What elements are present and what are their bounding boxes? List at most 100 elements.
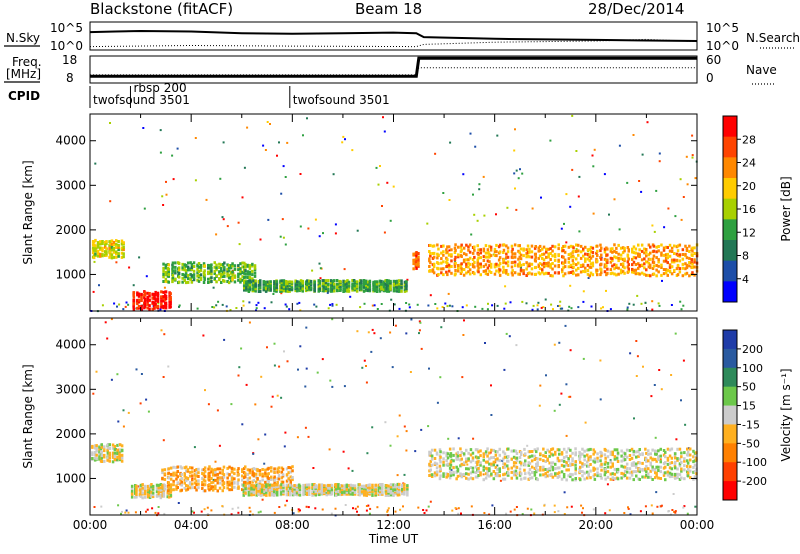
feature-cell — [588, 253, 591, 257]
feature-cell — [215, 266, 218, 270]
feature-cell — [536, 478, 539, 482]
feature-cell — [586, 464, 589, 468]
scatter-point — [420, 428, 423, 431]
scatter-point — [157, 302, 160, 305]
feature-cell — [541, 253, 544, 256]
scatter-point — [122, 308, 125, 311]
feature-cell — [457, 255, 460, 259]
scatter-point — [499, 479, 502, 482]
feature-cell — [538, 262, 542, 266]
feature-cell — [644, 475, 647, 479]
feature-cell — [545, 247, 548, 251]
scatter-point — [127, 511, 130, 514]
scatter-point — [284, 431, 287, 434]
feature-cell — [589, 447, 592, 451]
feature-cell — [155, 493, 159, 497]
feature-cell — [172, 479, 175, 483]
feature-cell — [144, 492, 147, 496]
scatter-point — [379, 165, 381, 167]
feature-cell — [103, 449, 106, 453]
feature-cell — [571, 463, 574, 467]
feature-cell — [603, 263, 607, 267]
feature-cell — [415, 254, 418, 258]
scatter-point — [553, 511, 556, 514]
scatter-point — [116, 373, 119, 376]
feature-cell — [477, 456, 480, 460]
feature-cell — [262, 288, 265, 291]
feature-cell — [148, 292, 151, 295]
feature-cell — [634, 247, 638, 251]
feature-cell — [353, 280, 357, 284]
feature-cell — [673, 258, 676, 262]
feature-cell — [471, 451, 475, 455]
feature-cell — [330, 288, 333, 291]
feature-cell — [525, 252, 528, 256]
scatter-point — [193, 511, 195, 514]
feature-cell — [435, 473, 439, 477]
feature-cell — [579, 469, 582, 473]
feature-cell — [505, 256, 508, 260]
scatter-point — [305, 367, 308, 370]
feature-cell — [298, 484, 302, 488]
feature-cell — [392, 487, 395, 491]
scatter-point — [405, 302, 408, 304]
scatter-point — [390, 298, 393, 301]
scatter-point — [505, 512, 508, 515]
scatter-point — [557, 305, 559, 307]
feature-cell — [373, 282, 377, 286]
feature-cell — [634, 256, 638, 260]
feature-cell — [479, 449, 482, 453]
feature-cell — [203, 475, 207, 479]
feature-cell — [349, 486, 353, 489]
feature-cell — [203, 264, 206, 268]
nsearch-tick-high: 10^5 — [706, 21, 739, 35]
feature-cell — [649, 245, 652, 249]
feature-cell — [445, 248, 448, 252]
feature-cell — [549, 252, 552, 255]
scatter-point — [526, 444, 529, 447]
feature-cell — [664, 461, 667, 465]
feature-cell — [181, 280, 184, 284]
feature-cell — [117, 252, 120, 256]
feature-cell — [565, 478, 568, 482]
feature-cell — [536, 457, 539, 461]
feature-cell — [641, 475, 644, 479]
feature-cell — [587, 458, 590, 462]
freq-tick-high: 18 — [62, 53, 77, 67]
feature-cell — [606, 475, 610, 479]
feature-cell — [351, 284, 354, 288]
feature-cell — [389, 279, 392, 283]
scatter-point — [684, 423, 687, 426]
feature-cell — [493, 265, 497, 269]
feature-cell — [638, 272, 641, 276]
scatter-point — [109, 200, 112, 203]
feature-cell — [560, 477, 564, 481]
feature-cell — [185, 484, 188, 487]
scatter-point — [418, 332, 420, 335]
feature-cell — [282, 492, 285, 496]
feature-cell — [227, 266, 231, 270]
feature-cell — [218, 277, 221, 281]
feature-cell — [192, 269, 196, 273]
scatter-point — [503, 307, 506, 310]
feature-cell — [156, 304, 160, 308]
feature-cell — [239, 270, 242, 273]
feature-cell — [680, 476, 683, 480]
feature-cell — [587, 464, 590, 468]
feature-cell — [567, 457, 570, 461]
feature-cell — [613, 267, 616, 271]
feature-cell — [692, 477, 695, 481]
feature-cell — [505, 269, 508, 272]
scatter-point — [481, 307, 484, 310]
feature-cell — [645, 250, 648, 254]
feature-cell — [231, 478, 234, 482]
scatter-point — [504, 302, 507, 305]
feature-cell — [218, 272, 221, 276]
scatter-point — [379, 337, 382, 340]
scatter-point — [276, 154, 278, 157]
scatter-point — [124, 305, 127, 308]
feature-cell — [551, 274, 554, 278]
feature-cell — [106, 456, 110, 460]
scatter-point — [566, 506, 569, 509]
feature-cell — [695, 472, 698, 476]
